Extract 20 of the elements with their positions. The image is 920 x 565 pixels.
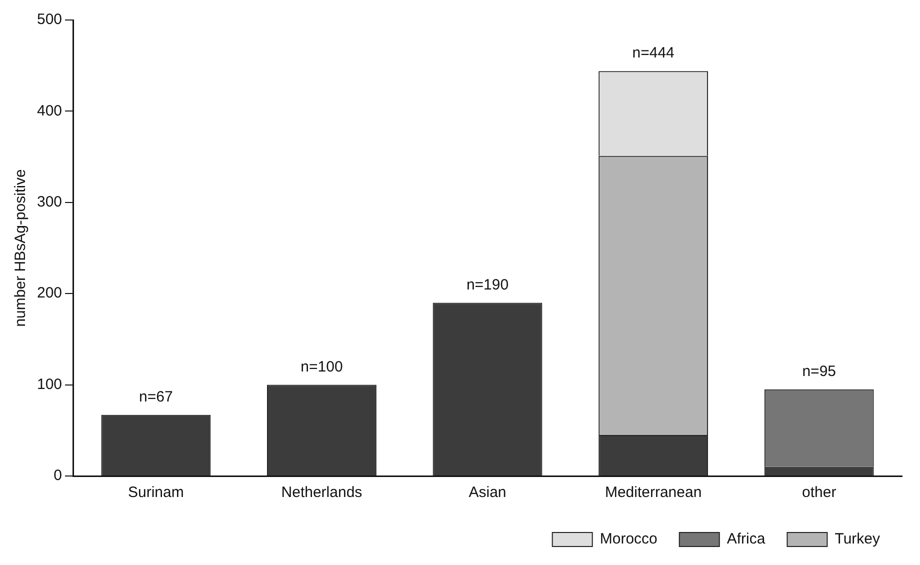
y-tick-label: 400 — [36, 102, 62, 120]
x-tick-label: Surinam — [128, 484, 184, 502]
x-tick-label: Mediterranean — [604, 484, 702, 502]
legend-label: Morocco — [600, 530, 658, 548]
total-label: n=444 — [632, 44, 674, 62]
total-label: n=190 — [466, 276, 509, 294]
x-tick-label: Netherlands — [281, 484, 362, 502]
total-label: n=100 — [300, 358, 343, 376]
x-tick-label: Asian — [468, 484, 506, 502]
y-tick-label: 100 — [36, 376, 62, 393]
legend-label: Africa — [726, 530, 766, 548]
y-tick-label: 500 — [36, 11, 62, 28]
y-tick-label: 0 — [54, 467, 62, 484]
x-tick-label: other — [802, 484, 836, 502]
y-tick-label: 200 — [36, 284, 62, 302]
y-tick-label: 300 — [36, 194, 62, 211]
y-axis-title: number HBsAg-positive — [12, 169, 30, 327]
total-label: n=95 — [802, 363, 836, 380]
legend-label: Turkey — [834, 530, 880, 548]
total-label: n=67 — [139, 388, 173, 406]
